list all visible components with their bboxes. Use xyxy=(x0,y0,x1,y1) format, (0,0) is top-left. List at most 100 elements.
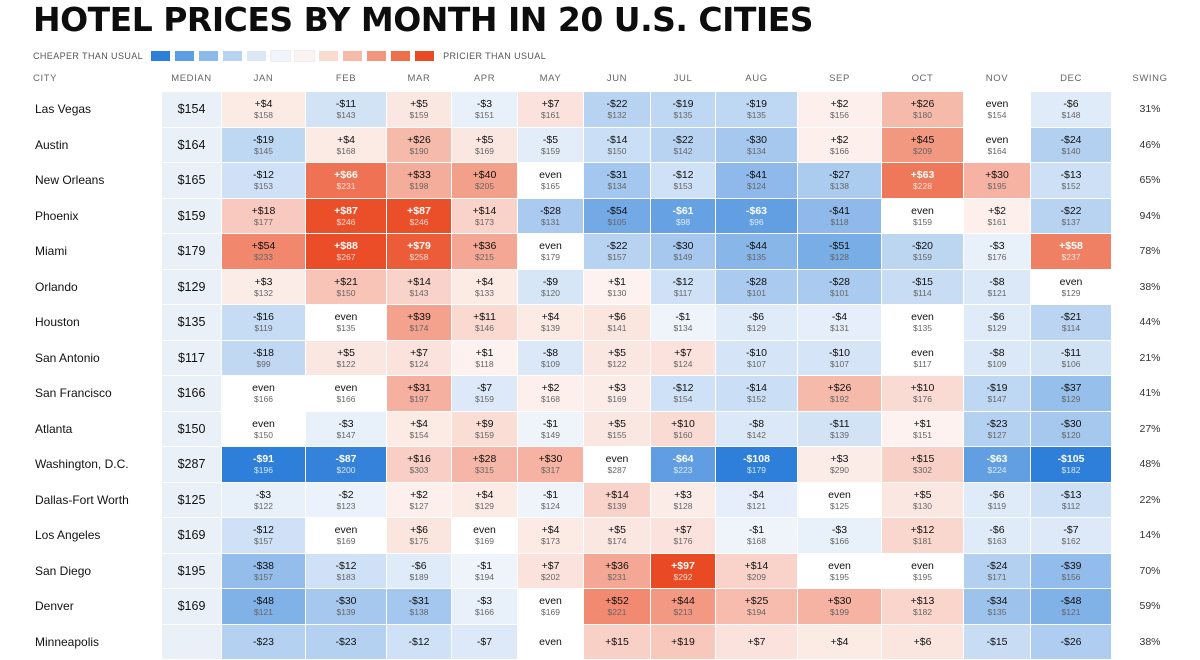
table-row: Las Vegas$154+$4$158-$11$143+$5$159-$3$1… xyxy=(0,92,1200,128)
heatmap-cell-jan: +$3$132 xyxy=(222,270,305,305)
month-price: $153 xyxy=(222,181,305,191)
month-price: $152 xyxy=(716,394,797,404)
heatmap-cell-apr: +$14$173 xyxy=(452,199,517,234)
heatmap-cell-dec: even$129 xyxy=(1031,270,1111,305)
price-difference: -$3 xyxy=(306,418,386,430)
price-difference: -$7 xyxy=(452,636,517,648)
price-difference: -$6 xyxy=(716,311,797,323)
price-difference: +$16 xyxy=(387,453,451,465)
heatmap-cell-feb: -$30$139 xyxy=(306,589,386,624)
price-difference: -$3 xyxy=(798,524,881,536)
heatmap-cell-may: +$4$173 xyxy=(518,518,583,553)
month-price: $105 xyxy=(584,217,650,227)
heatmap-cell-may: +$7$161 xyxy=(518,92,583,127)
price-difference: +$5 xyxy=(584,524,650,536)
month-price: $130 xyxy=(584,288,650,298)
price-difference: +$21 xyxy=(306,276,386,288)
price-difference: +$25 xyxy=(716,595,797,607)
month-price: $137 xyxy=(1031,217,1111,227)
heatmap-cell-may: +$7$202 xyxy=(518,554,583,589)
month-price: $98 xyxy=(651,217,715,227)
median-price: $287 xyxy=(162,447,221,482)
heatmap-cell-feb: even$169 xyxy=(306,518,386,553)
heatmap-cell-nov: -$8$121 xyxy=(964,270,1030,305)
heatmap-cell-nov: +$30$195 xyxy=(964,163,1030,198)
month-price: $122 xyxy=(584,359,650,369)
price-difference: -$31 xyxy=(584,169,650,181)
price-difference: -$27 xyxy=(798,169,881,181)
heatmap-cell-sep: +$2$156 xyxy=(798,92,881,127)
price-difference: -$7 xyxy=(1031,524,1111,536)
heatmap-cell-jan: -$23 xyxy=(222,625,305,660)
table-row: Dallas-Fort Worth$125-$3$122-$2$123+$2$1… xyxy=(0,483,1200,519)
price-difference: -$44 xyxy=(716,240,797,252)
heatmap-cell-aug: +$25$194 xyxy=(716,589,797,624)
heatmap-cell-nov: +$2$161 xyxy=(964,199,1030,234)
heatmap-cell-jul: +$10$160 xyxy=(651,412,715,447)
heatmap-cell-aug: +$14$209 xyxy=(716,554,797,589)
heatmap-cell-nov: -$6$119 xyxy=(964,483,1030,518)
heatmap-cell-may: even$165 xyxy=(518,163,583,198)
price-difference: -$10 xyxy=(716,347,797,359)
heatmap-cell-mar: +$33$198 xyxy=(387,163,451,198)
price-difference: +$36 xyxy=(452,240,517,252)
month-price: $148 xyxy=(1031,110,1111,120)
median-price: $125 xyxy=(162,483,221,518)
month-price: $117 xyxy=(651,288,715,298)
heatmap-cell-dec: -$22$137 xyxy=(1031,199,1111,234)
heatmap-cell-jun: +$5$122 xyxy=(584,341,650,376)
heatmap-cell-mar: +$7$124 xyxy=(387,341,451,376)
legend-swatch-2 xyxy=(175,51,194,61)
month-price: $258 xyxy=(387,252,451,262)
heatmap-cell-sep: -$10$107 xyxy=(798,341,881,376)
month-price: $181 xyxy=(882,536,963,546)
heatmap-cell-may: +$30$317 xyxy=(518,447,583,482)
heatmap-cell-sep: -$4$131 xyxy=(798,305,881,340)
price-difference: even xyxy=(798,560,881,572)
price-difference: -$21 xyxy=(1031,311,1111,323)
month-price: $315 xyxy=(452,465,517,475)
heatmap-cell-feb: +$88$267 xyxy=(306,234,386,269)
heatmap-cell-nov: -$24$171 xyxy=(964,554,1030,589)
month-price: $149 xyxy=(518,430,583,440)
price-difference: +$4 xyxy=(306,134,386,146)
price-difference: -$30 xyxy=(1031,418,1111,430)
month-price: $169 xyxy=(452,536,517,546)
month-price: $162 xyxy=(1031,536,1111,546)
month-price: $169 xyxy=(306,536,386,546)
price-difference: even xyxy=(518,595,583,607)
price-difference: even xyxy=(882,560,963,572)
heatmap-cell-mar: +$5$159 xyxy=(387,92,451,127)
month-price: $121 xyxy=(964,288,1030,298)
month-price: $157 xyxy=(584,252,650,262)
month-price: $119 xyxy=(964,501,1030,511)
legend-swatch-3 xyxy=(199,51,218,61)
price-difference: +$10 xyxy=(882,382,963,394)
price-difference: -$22 xyxy=(584,98,650,110)
price-difference: +$4 xyxy=(452,489,517,501)
heatmap-cell-feb: +$21$150 xyxy=(306,270,386,305)
swing-value: 41% xyxy=(1118,376,1182,412)
median-price: $129 xyxy=(162,270,221,305)
heatmap-cell-nov: -$6$163 xyxy=(964,518,1030,553)
table-row: Orlando$129+$3$132+$21$150+$14$143+$4$13… xyxy=(0,270,1200,306)
price-difference: +$7 xyxy=(651,524,715,536)
price-difference: +$14 xyxy=(387,276,451,288)
price-difference: +$7 xyxy=(651,347,715,359)
price-difference: +$45 xyxy=(882,134,963,146)
heatmap-cell-jul: +$7$176 xyxy=(651,518,715,553)
price-difference: -$8 xyxy=(716,418,797,430)
month-price: $124 xyxy=(716,181,797,191)
heatmap-cell-jun: even$287 xyxy=(584,447,650,482)
heatmap-cell-jan: even$166 xyxy=(222,376,305,411)
legend-swatch-12 xyxy=(415,51,434,61)
price-difference: -$24 xyxy=(1031,134,1111,146)
month-price: $161 xyxy=(964,217,1030,227)
price-difference: even xyxy=(584,453,650,465)
heatmap-cell-apr: +$9$159 xyxy=(452,412,517,447)
month-price: $156 xyxy=(798,110,881,120)
heatmap-cell-apr: -$1$194 xyxy=(452,554,517,589)
price-difference: -$6 xyxy=(964,524,1030,536)
price-difference: -$41 xyxy=(716,169,797,181)
